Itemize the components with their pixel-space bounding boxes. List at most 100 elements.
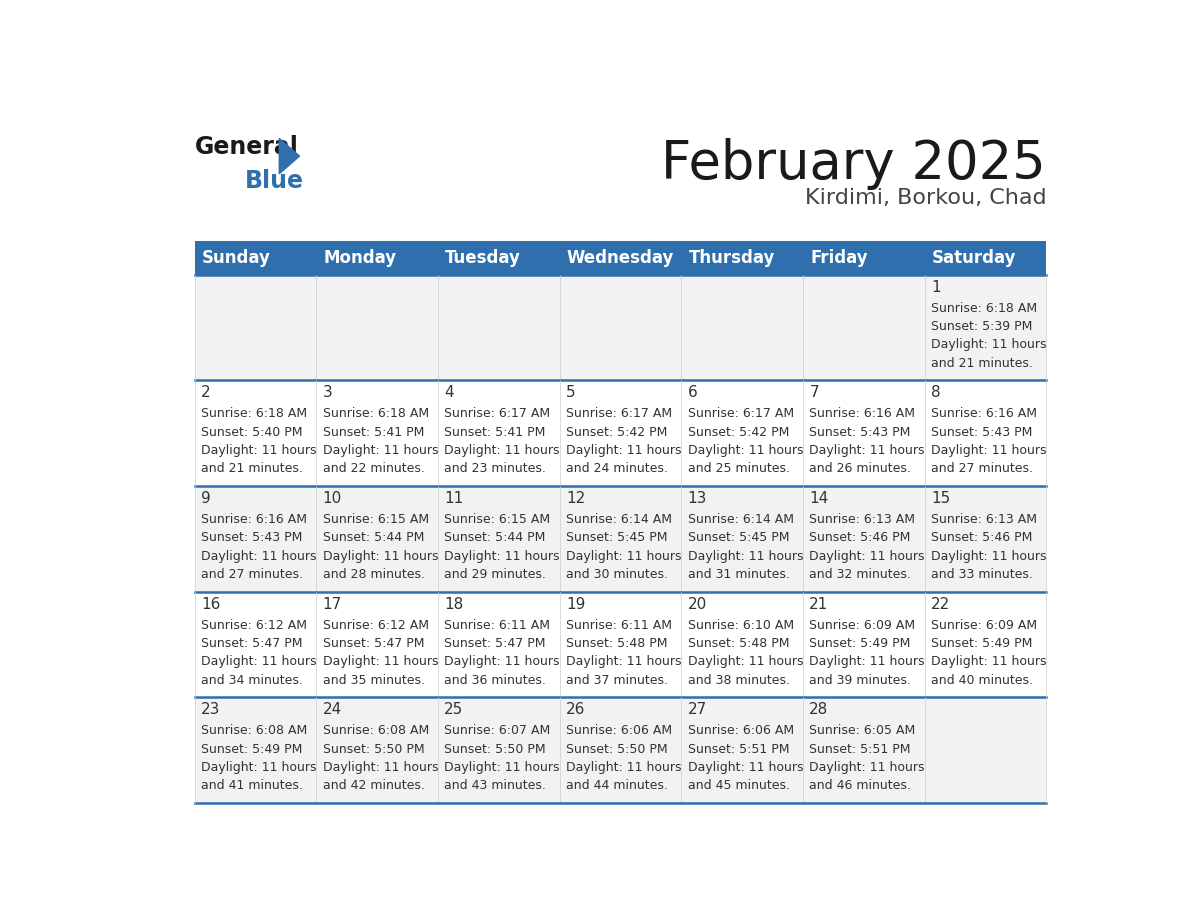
Text: General: General [195, 135, 298, 159]
Text: Sunset: 5:45 PM: Sunset: 5:45 PM [688, 532, 789, 544]
Text: 13: 13 [688, 491, 707, 506]
Text: Sunset: 5:48 PM: Sunset: 5:48 PM [565, 637, 668, 650]
Text: Sunrise: 6:11 AM: Sunrise: 6:11 AM [565, 619, 672, 632]
Text: and 27 minutes.: and 27 minutes. [201, 568, 303, 581]
Text: Daylight: 11 hours: Daylight: 11 hours [688, 550, 803, 563]
Text: Sunrise: 6:07 AM: Sunrise: 6:07 AM [444, 724, 550, 737]
Text: and 25 minutes.: and 25 minutes. [688, 463, 790, 476]
Text: Sunset: 5:44 PM: Sunset: 5:44 PM [444, 532, 545, 544]
Text: Daylight: 11 hours: Daylight: 11 hours [444, 761, 560, 774]
Text: Friday: Friday [810, 249, 868, 267]
Text: 15: 15 [931, 491, 950, 506]
Text: 20: 20 [688, 597, 707, 611]
Text: Sunrise: 6:17 AM: Sunrise: 6:17 AM [444, 408, 550, 420]
Text: and 24 minutes.: and 24 minutes. [565, 463, 668, 476]
Text: and 29 minutes.: and 29 minutes. [444, 568, 546, 581]
Text: and 39 minutes.: and 39 minutes. [809, 674, 911, 687]
Text: Daylight: 11 hours: Daylight: 11 hours [931, 655, 1047, 668]
Text: Daylight: 11 hours: Daylight: 11 hours [809, 655, 924, 668]
Text: Blue: Blue [245, 169, 304, 193]
Text: Daylight: 11 hours: Daylight: 11 hours [444, 444, 560, 457]
Text: Sunrise: 6:08 AM: Sunrise: 6:08 AM [323, 724, 429, 737]
Text: 1: 1 [931, 280, 941, 295]
Text: and 42 minutes.: and 42 minutes. [323, 779, 424, 792]
Text: Sunset: 5:50 PM: Sunset: 5:50 PM [444, 743, 546, 756]
Text: and 22 minutes.: and 22 minutes. [323, 463, 424, 476]
Text: and 37 minutes.: and 37 minutes. [565, 674, 668, 687]
Text: Sunset: 5:50 PM: Sunset: 5:50 PM [565, 743, 668, 756]
Text: Sunrise: 6:18 AM: Sunrise: 6:18 AM [201, 408, 308, 420]
Text: and 45 minutes.: and 45 minutes. [688, 779, 790, 792]
Text: Sunset: 5:49 PM: Sunset: 5:49 PM [809, 637, 911, 650]
Text: Sunset: 5:39 PM: Sunset: 5:39 PM [931, 320, 1032, 333]
Text: 7: 7 [809, 386, 819, 400]
Text: Daylight: 11 hours: Daylight: 11 hours [809, 761, 924, 774]
Text: and 30 minutes.: and 30 minutes. [565, 568, 668, 581]
Text: February 2025: February 2025 [662, 139, 1047, 190]
Text: Sunrise: 6:16 AM: Sunrise: 6:16 AM [931, 408, 1037, 420]
Text: 23: 23 [201, 702, 220, 717]
Text: and 46 minutes.: and 46 minutes. [809, 779, 911, 792]
Text: Thursday: Thursday [689, 249, 775, 267]
Polygon shape [279, 139, 299, 174]
Text: Daylight: 11 hours: Daylight: 11 hours [565, 550, 682, 563]
Text: Sunset: 5:40 PM: Sunset: 5:40 PM [201, 426, 303, 439]
Text: Daylight: 11 hours: Daylight: 11 hours [931, 339, 1047, 352]
Text: and 36 minutes.: and 36 minutes. [444, 674, 546, 687]
Text: Tuesday: Tuesday [446, 249, 522, 267]
Text: Sunset: 5:43 PM: Sunset: 5:43 PM [201, 532, 303, 544]
Text: 4: 4 [444, 386, 454, 400]
Text: Daylight: 11 hours: Daylight: 11 hours [444, 655, 560, 668]
Text: Sunset: 5:44 PM: Sunset: 5:44 PM [323, 532, 424, 544]
Text: Sunrise: 6:05 AM: Sunrise: 6:05 AM [809, 724, 916, 737]
Bar [195, 241, 1047, 274]
Text: 9: 9 [201, 491, 210, 506]
Text: 14: 14 [809, 491, 828, 506]
Text: Sunset: 5:47 PM: Sunset: 5:47 PM [201, 637, 303, 650]
Text: Sunset: 5:51 PM: Sunset: 5:51 PM [809, 743, 911, 756]
Text: 25: 25 [444, 702, 463, 717]
Text: 24: 24 [323, 702, 342, 717]
Text: 18: 18 [444, 597, 463, 611]
Text: Sunrise: 6:10 AM: Sunrise: 6:10 AM [688, 619, 794, 632]
Text: Daylight: 11 hours: Daylight: 11 hours [201, 444, 316, 457]
Text: Sunrise: 6:16 AM: Sunrise: 6:16 AM [809, 408, 915, 420]
Text: Sunrise: 6:17 AM: Sunrise: 6:17 AM [565, 408, 672, 420]
Text: 28: 28 [809, 702, 828, 717]
Text: 11: 11 [444, 491, 463, 506]
Text: Sunset: 5:49 PM: Sunset: 5:49 PM [201, 743, 303, 756]
Text: Sunrise: 6:14 AM: Sunrise: 6:14 AM [688, 513, 794, 526]
Text: Sunrise: 6:09 AM: Sunrise: 6:09 AM [809, 619, 916, 632]
Text: and 35 minutes.: and 35 minutes. [323, 674, 424, 687]
Text: Sunset: 5:46 PM: Sunset: 5:46 PM [809, 532, 911, 544]
Text: Daylight: 11 hours: Daylight: 11 hours [931, 444, 1047, 457]
Text: Sunrise: 6:14 AM: Sunrise: 6:14 AM [565, 513, 672, 526]
Bar [195, 592, 1047, 698]
Text: Sunrise: 6:09 AM: Sunrise: 6:09 AM [931, 619, 1037, 632]
Text: Saturday: Saturday [931, 249, 1017, 267]
Text: Sunset: 5:49 PM: Sunset: 5:49 PM [931, 637, 1032, 650]
Text: Daylight: 11 hours: Daylight: 11 hours [323, 655, 438, 668]
Text: 21: 21 [809, 597, 828, 611]
Text: Sunset: 5:46 PM: Sunset: 5:46 PM [931, 532, 1032, 544]
Text: 27: 27 [688, 702, 707, 717]
Text: Daylight: 11 hours: Daylight: 11 hours [565, 761, 682, 774]
Text: 5: 5 [565, 386, 576, 400]
Text: Sunrise: 6:08 AM: Sunrise: 6:08 AM [201, 724, 308, 737]
Text: Daylight: 11 hours: Daylight: 11 hours [809, 444, 924, 457]
Text: Sunrise: 6:16 AM: Sunrise: 6:16 AM [201, 513, 307, 526]
Text: Wednesday: Wednesday [567, 249, 675, 267]
Text: 2: 2 [201, 386, 210, 400]
Text: Daylight: 11 hours: Daylight: 11 hours [323, 550, 438, 563]
Text: Sunset: 5:41 PM: Sunset: 5:41 PM [444, 426, 545, 439]
Text: Sunset: 5:48 PM: Sunset: 5:48 PM [688, 637, 789, 650]
Text: and 32 minutes.: and 32 minutes. [809, 568, 911, 581]
Text: Daylight: 11 hours: Daylight: 11 hours [444, 550, 560, 563]
Text: Sunrise: 6:06 AM: Sunrise: 6:06 AM [565, 724, 672, 737]
Text: 12: 12 [565, 491, 586, 506]
Text: and 40 minutes.: and 40 minutes. [931, 674, 1032, 687]
Bar [195, 274, 1047, 380]
Text: Monday: Monday [323, 249, 397, 267]
Text: and 43 minutes.: and 43 minutes. [444, 779, 546, 792]
Text: Kirdimi, Borkou, Chad: Kirdimi, Borkou, Chad [804, 188, 1047, 207]
